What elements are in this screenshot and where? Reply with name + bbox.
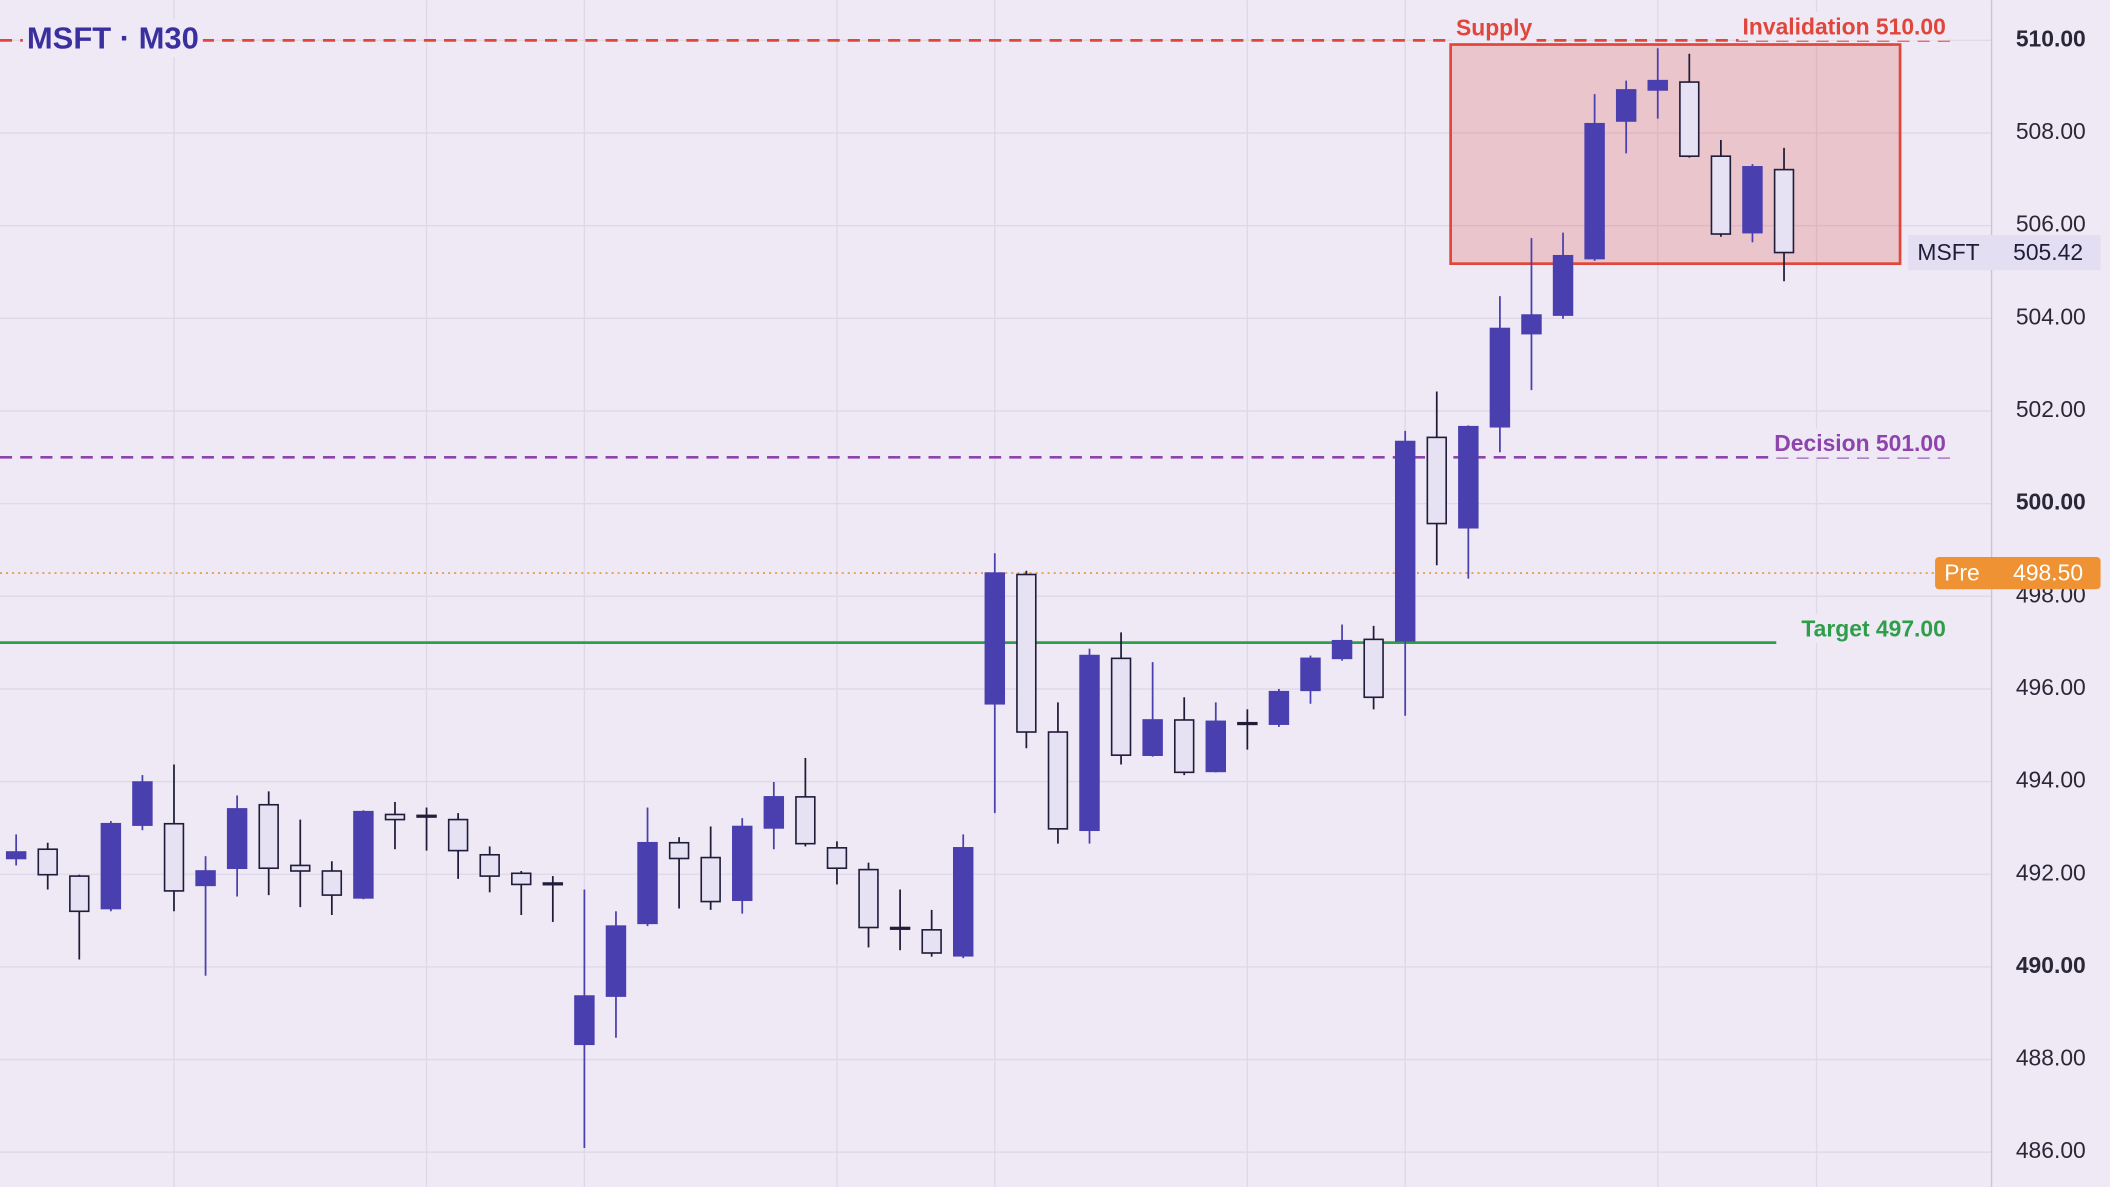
- levels: [0, 39, 1992, 644]
- zone-label: Supply: [1456, 15, 1532, 41]
- last-price-name: MSFT: [1917, 239, 1979, 265]
- labels: Invalidation 510.00 Decision 501.00 Target…: [22, 11, 1950, 643]
- y-tick-label: 504.00: [2016, 303, 2086, 329]
- candle-body: [889, 926, 911, 930]
- label-background: [1738, 11, 1950, 41]
- candle-body: [1016, 573, 1037, 733]
- label-background: [1797, 614, 1950, 643]
- candle-body: [100, 822, 122, 910]
- candles: [5, 48, 1795, 1149]
- candle-body: [795, 796, 816, 845]
- candle-body: [226, 808, 248, 870]
- candle-body: [1458, 425, 1479, 529]
- candle-body: [1394, 440, 1416, 642]
- y-tick-label: 496.00: [2016, 674, 2086, 700]
- candle-body: [858, 868, 879, 929]
- premarket-badge: [1935, 556, 2101, 590]
- last-price-value: 505.42: [2013, 239, 2083, 265]
- candle-body: [826, 847, 848, 870]
- candle-body: [732, 825, 753, 901]
- candle-body: [321, 870, 343, 896]
- level-label: Decision 501.00: [1774, 430, 1946, 456]
- candle-body: [1647, 79, 1668, 91]
- candle-body: [1173, 719, 1195, 774]
- candle-body: [1237, 721, 1258, 726]
- candle-body: [1363, 638, 1384, 699]
- level-label: Invalidation 510.00: [1743, 13, 1946, 39]
- candle-body: [1584, 122, 1605, 260]
- candle-body: [1331, 639, 1353, 660]
- candle-body: [637, 841, 658, 925]
- y-tick-label: 488.00: [2016, 1045, 2086, 1071]
- y-tick-label: 502.00: [2016, 396, 2086, 422]
- candle-body: [1489, 327, 1511, 428]
- candle-body: [290, 864, 311, 872]
- candle-body: [447, 818, 469, 852]
- candle-body: [668, 841, 690, 860]
- candle-body: [258, 803, 279, 870]
- candle-body: [542, 882, 564, 886]
- label-background: [22, 19, 203, 57]
- candle-body: [700, 856, 721, 903]
- candle-body: [1773, 168, 1795, 254]
- candle-body: [1079, 654, 1100, 832]
- candle-body: [1615, 89, 1637, 122]
- y-tick-label: 486.00: [2016, 1137, 2086, 1163]
- candle-body: [384, 813, 406, 821]
- candle-body: [1110, 657, 1132, 756]
- candle-body: [1426, 436, 1447, 525]
- candle-body: [69, 875, 90, 913]
- y-tick-label: 510.00: [2016, 25, 2086, 51]
- candle-body: [353, 810, 374, 899]
- candle-body: [1742, 166, 1763, 234]
- level-label: Target 497.00: [1801, 616, 1945, 642]
- premarket-price: 498.50: [2013, 560, 2083, 586]
- y-tick-label: 492.00: [2016, 859, 2086, 885]
- candle-body: [952, 847, 974, 957]
- candle-body: [1205, 720, 1227, 773]
- y-tick-label: 506.00: [2016, 211, 2086, 237]
- candle-body: [1521, 314, 1542, 335]
- candle-body: [163, 822, 185, 892]
- candle-body: [479, 853, 500, 877]
- candle-body: [5, 851, 27, 860]
- y-tick-label: 508.00: [2016, 118, 2086, 144]
- premarket-name: Pre: [1944, 560, 1980, 586]
- candle-body: [1268, 690, 1290, 725]
- candle-body: [195, 870, 216, 887]
- last-price-badge: [1908, 235, 2101, 271]
- candle-body: [416, 814, 437, 818]
- label-background: [1451, 13, 1537, 43]
- candle-body: [763, 796, 785, 829]
- candle-body: [605, 925, 627, 997]
- candle-body: [1047, 731, 1069, 830]
- y-axis: 486.00 488.00 490.00 492.00 494.00 496.00 498.…: [1908, 25, 2101, 1163]
- label-background: [1770, 428, 1950, 458]
- candle-body: [921, 929, 942, 954]
- candle-body: [37, 848, 58, 876]
- y-tick-label: 494.00: [2016, 767, 2086, 793]
- candle-body: [1679, 81, 1700, 157]
- candle-body: [1142, 719, 1163, 756]
- y-tick-label: 500.00: [2016, 489, 2086, 515]
- candle-body: [511, 872, 532, 886]
- candle-body: [574, 995, 595, 1046]
- candle-body: [132, 781, 153, 826]
- candle-body: [1552, 254, 1574, 316]
- candle-body: [1300, 657, 1321, 692]
- y-tick-label: 490.00: [2016, 952, 2086, 978]
- chart-title: MSFT · M30: [27, 21, 199, 56]
- supply-zone: [1449, 43, 1902, 266]
- candle-body: [1710, 155, 1732, 235]
- candle-body: [984, 572, 1006, 705]
